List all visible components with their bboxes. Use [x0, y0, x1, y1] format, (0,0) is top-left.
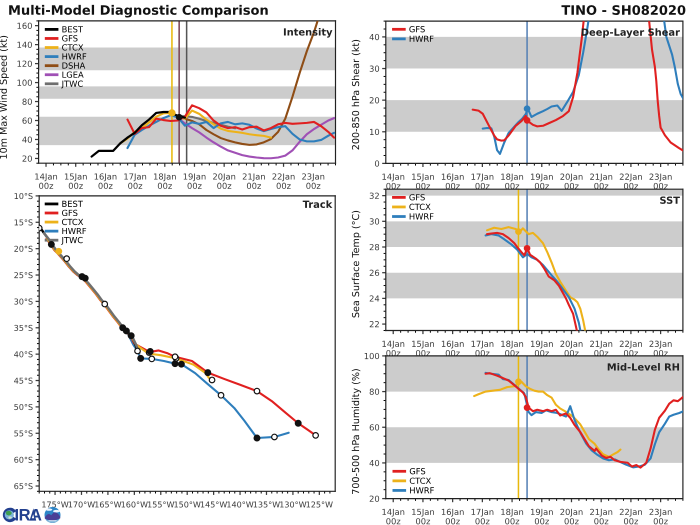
svg-text:IRA: IRA	[15, 507, 43, 525]
